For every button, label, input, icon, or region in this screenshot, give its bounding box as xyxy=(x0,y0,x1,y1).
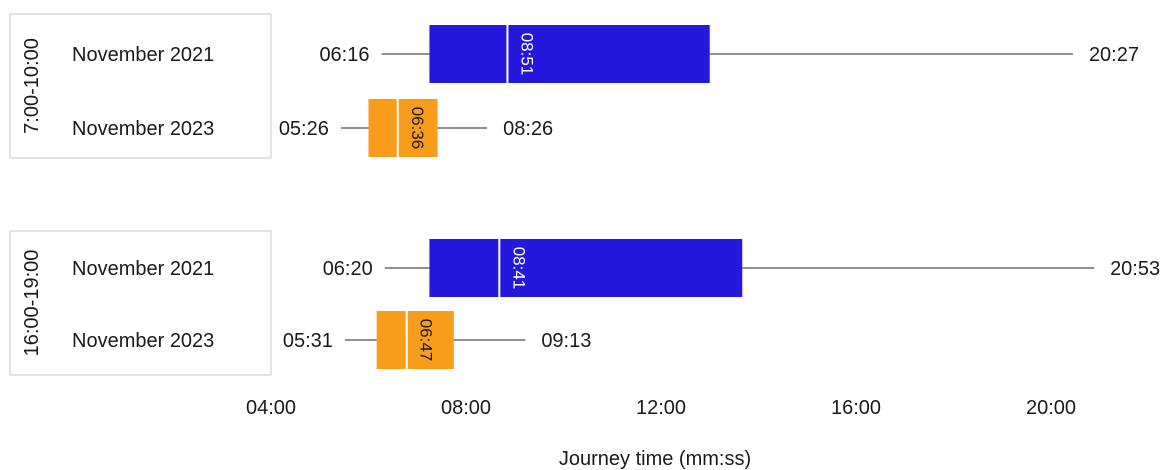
max-label: 08:26 xyxy=(503,118,553,140)
min-label: 06:20 xyxy=(323,258,373,280)
group-label: 7:00-10:00 xyxy=(21,38,43,134)
median-label: 08:41 xyxy=(509,247,528,290)
x-tick-label: 20:00 xyxy=(1026,397,1076,419)
row-label: November 2023 xyxy=(72,330,214,352)
min-label: 06:16 xyxy=(319,44,369,66)
x-tick-label: 16:00 xyxy=(831,397,881,419)
iqr-box xyxy=(429,239,743,297)
median-label: 06:47 xyxy=(417,319,436,362)
min-label: 05:31 xyxy=(283,330,333,352)
iqr-box xyxy=(368,99,438,157)
x-tick-label: 08:00 xyxy=(441,397,491,419)
row-label: November 2023 xyxy=(72,118,214,140)
row-label: November 2021 xyxy=(72,258,214,280)
x-tick-label: 04:00 xyxy=(246,397,296,419)
x-tick-label: 12:00 xyxy=(636,397,686,419)
min-label: 05:26 xyxy=(279,118,329,140)
row-label: November 2021 xyxy=(72,44,214,66)
iqr-box xyxy=(376,311,454,369)
median-label: 06:36 xyxy=(408,107,427,150)
max-label: 20:27 xyxy=(1089,44,1139,66)
x-axis-label: Journey time (mm:ss) xyxy=(559,448,751,470)
iqr-box xyxy=(429,25,710,83)
median-label: 08:51 xyxy=(517,33,536,76)
max-label: 09:13 xyxy=(541,330,591,352)
max-label: 20:53 xyxy=(1110,258,1160,280)
group-label: 16:00-19:00 xyxy=(21,250,43,357)
